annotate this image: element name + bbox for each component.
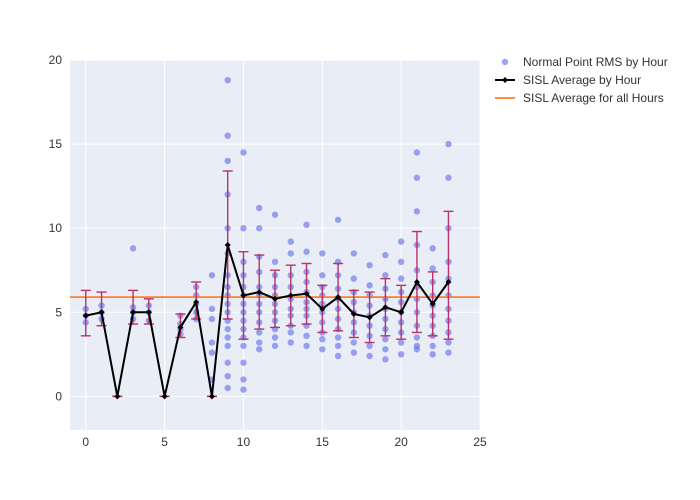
scatter-point xyxy=(335,217,341,223)
scatter-point xyxy=(398,238,404,244)
scatter-point xyxy=(366,353,372,359)
scatter-point xyxy=(414,334,420,340)
x-tick-label: 20 xyxy=(394,435,408,449)
scatter-point xyxy=(272,334,278,340)
scatter-point xyxy=(209,339,215,345)
scatter-point xyxy=(240,360,246,366)
y-tick-label: 0 xyxy=(55,389,62,403)
scatter-point xyxy=(382,346,388,352)
scatter-point xyxy=(382,252,388,258)
scatter-point xyxy=(445,141,451,147)
scatter-point xyxy=(351,275,357,281)
scatter-point xyxy=(240,386,246,392)
scatter-point xyxy=(414,175,420,181)
scatter-point xyxy=(240,149,246,155)
scatter-point xyxy=(240,225,246,231)
scatter-point xyxy=(366,343,372,349)
scatter-point xyxy=(429,245,435,251)
scatter-point xyxy=(209,306,215,312)
scatter-point xyxy=(224,132,230,138)
scatter-point xyxy=(303,249,309,255)
scatter-point xyxy=(351,339,357,345)
scatter-point xyxy=(319,250,325,256)
scatter-point xyxy=(224,343,230,349)
scatter-point xyxy=(224,77,230,83)
scatter-point xyxy=(414,208,420,214)
scatter-point xyxy=(382,336,388,342)
scatter-point xyxy=(256,205,262,211)
scatter-point xyxy=(398,275,404,281)
scatter-point xyxy=(351,250,357,256)
scatter-point xyxy=(224,385,230,391)
scatter-point xyxy=(288,238,294,244)
scatter-point xyxy=(272,212,278,218)
scatter-point xyxy=(303,333,309,339)
scatter-point xyxy=(209,272,215,278)
scatter-point xyxy=(256,225,262,231)
scatter-point xyxy=(429,351,435,357)
x-tick-label: 15 xyxy=(316,435,330,449)
x-tick-label: 5 xyxy=(161,435,168,449)
scatter-point xyxy=(272,343,278,349)
chart-root: 0 5 10 15 20 25 0 5 10 15 20 Normal Point RMS by Ho… xyxy=(0,0,700,500)
scatter-point xyxy=(382,356,388,362)
scatter-point xyxy=(382,272,388,278)
scatter-point xyxy=(335,343,341,349)
scatter-point xyxy=(224,158,230,164)
scatter-point xyxy=(429,265,435,271)
scatter-point xyxy=(303,343,309,349)
scatter-point xyxy=(335,353,341,359)
scatter-point xyxy=(288,339,294,345)
legend-marker-diamond xyxy=(502,77,508,83)
scatter-point xyxy=(445,349,451,355)
scatter-point xyxy=(319,272,325,278)
x-tick-label: 0 xyxy=(82,435,89,449)
scatter-point xyxy=(319,336,325,342)
scatter-point xyxy=(272,259,278,265)
scatter-point xyxy=(240,376,246,382)
y-tick-label: 20 xyxy=(49,53,63,67)
scatter-point xyxy=(256,329,262,335)
scatter-point xyxy=(130,245,136,251)
scatter-point xyxy=(224,360,230,366)
scatter-point xyxy=(240,343,246,349)
x-tick-label: 25 xyxy=(473,435,487,449)
y-tick-label: 10 xyxy=(49,221,63,235)
legend-label: Normal Point RMS by Hour xyxy=(523,55,668,69)
scatter-point xyxy=(224,373,230,379)
scatter-point xyxy=(288,329,294,335)
scatter-point xyxy=(224,326,230,332)
scatter-point xyxy=(398,259,404,265)
scatter-point xyxy=(209,349,215,355)
chart-svg: 0 5 10 15 20 25 0 5 10 15 20 Normal Point RMS by Ho… xyxy=(0,0,700,500)
scatter-point xyxy=(319,346,325,352)
legend: Normal Point RMS by Hour SISL Average by … xyxy=(495,55,668,105)
scatter-point xyxy=(256,346,262,352)
legend-label: SISL Average by Hour xyxy=(523,73,641,87)
legend-marker-scatter xyxy=(502,59,508,65)
scatter-point xyxy=(288,250,294,256)
scatter-point xyxy=(414,343,420,349)
scatter-point xyxy=(429,343,435,349)
y-tick-label: 5 xyxy=(55,305,62,319)
scatter-point xyxy=(256,339,262,345)
scatter-point xyxy=(414,149,420,155)
scatter-point xyxy=(445,339,451,345)
scatter-point xyxy=(398,351,404,357)
scatter-point xyxy=(209,316,215,322)
x-tick-label: 10 xyxy=(237,435,251,449)
scatter-point xyxy=(224,334,230,340)
scatter-point xyxy=(335,334,341,340)
legend-label: SISL Average for all Hours xyxy=(523,91,664,105)
y-tick-label: 15 xyxy=(49,137,63,151)
scatter-point xyxy=(366,282,372,288)
scatter-point xyxy=(351,349,357,355)
scatter-point xyxy=(445,175,451,181)
scatter-point xyxy=(303,222,309,228)
scatter-point xyxy=(398,339,404,345)
scatter-point xyxy=(366,262,372,268)
